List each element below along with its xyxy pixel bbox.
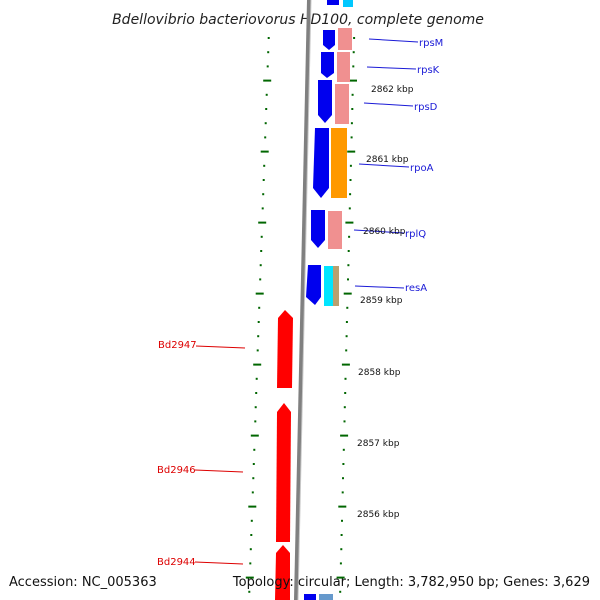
gene-resA-cyan bbox=[324, 266, 333, 306]
reverse-gene-leaders bbox=[194, 345, 246, 565]
gene-label-Bd2946: Bd2946 bbox=[157, 465, 196, 476]
forward-strand-genes bbox=[304, 0, 353, 600]
gene-label-rpsK: rpsK bbox=[417, 65, 440, 76]
gene-Bd2946-arrow bbox=[276, 403, 291, 542]
gene-block-bottom-partial-2 bbox=[319, 594, 333, 600]
gene-block-bottom-partial bbox=[304, 594, 316, 600]
tick-label-2862: 2862 kbp bbox=[371, 85, 414, 95]
gene-rplQ-rna bbox=[328, 211, 342, 249]
tick-label-2859: 2859 kbp bbox=[360, 296, 403, 306]
tick-label-2861: 2861 kbp bbox=[366, 155, 409, 165]
forward-gene-leaders bbox=[353, 38, 419, 289]
genome-backbone-highlight bbox=[297, 0, 312, 600]
tick-label-2858: 2858 kbp bbox=[358, 368, 401, 378]
gene-Bd2947-arrow bbox=[277, 310, 293, 388]
gene-rpsK-arrow bbox=[321, 52, 334, 78]
tick-label-2857: 2857 kbp bbox=[357, 439, 400, 449]
gene-rpsK-rna bbox=[337, 52, 350, 82]
gene-label-rpoA: rpoA bbox=[410, 163, 434, 174]
gene-label-rpsD: rpsD bbox=[414, 102, 438, 113]
tick-label-2856: 2856 kbp bbox=[357, 510, 400, 520]
tick-label-2860: 2860 kbp bbox=[363, 227, 406, 237]
accession-text: Accession: NC_005363 bbox=[9, 575, 157, 590]
gene-rpsM-arrow bbox=[323, 30, 335, 50]
gene-block-top-partial bbox=[327, 0, 339, 5]
gene-block-top-partial-cyan bbox=[343, 0, 353, 7]
reverse-strand-ticks bbox=[245, 37, 272, 593]
gene-rplQ-arrow bbox=[311, 210, 325, 248]
gene-Bd2944-arrow bbox=[275, 545, 290, 600]
topology-text: Topology: circular; Length: 3,782,950 bp… bbox=[232, 575, 590, 590]
gene-rpsM-rna bbox=[338, 28, 352, 50]
forward-strand-ticks bbox=[336, 37, 357, 593]
gene-label-rplQ: rplQ bbox=[405, 229, 426, 240]
gene-resA-tan bbox=[333, 266, 339, 306]
gene-rpsD-rna bbox=[335, 84, 349, 124]
gene-label-Bd2944: Bd2944 bbox=[157, 557, 196, 568]
gene-label-rpsM: rpsM bbox=[419, 38, 443, 49]
reverse-strand-genes bbox=[275, 310, 293, 600]
gene-rpsD-arrow bbox=[318, 80, 332, 123]
gene-label-Bd2947: Bd2947 bbox=[158, 340, 197, 351]
genome-backbone bbox=[294, 0, 311, 600]
map-title: Bdellovibrio bacteriovorus HD100, comple… bbox=[112, 12, 484, 28]
gene-label-resA: resA bbox=[405, 283, 427, 294]
gene-resA-arrow bbox=[306, 265, 321, 305]
gene-rpoA-arrow bbox=[313, 128, 329, 198]
gene-rpoA-orange bbox=[331, 128, 347, 198]
